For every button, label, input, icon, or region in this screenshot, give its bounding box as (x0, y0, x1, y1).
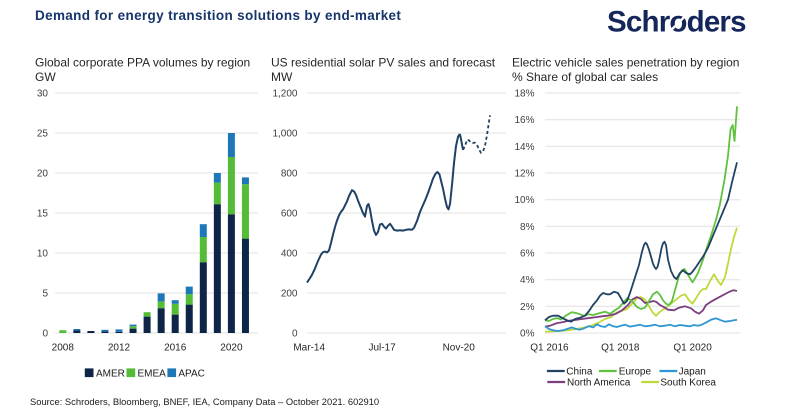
svg-text:Nov-20: Nov-20 (443, 343, 476, 354)
svg-text:Schroders: Schroders (607, 6, 746, 39)
svg-text:% Share of global car sales: % Share of global car sales (512, 70, 658, 84)
svg-text:Q1 2016: Q1 2016 (530, 343, 569, 354)
svg-text:4%: 4% (520, 275, 535, 286)
svg-text:6%: 6% (520, 249, 535, 260)
svg-text:APAC: APAC (178, 368, 205, 379)
svg-text:North America: North America (567, 377, 631, 388)
svg-text:GW: GW (35, 70, 56, 84)
svg-text:12%: 12% (514, 169, 534, 180)
svg-text:US residential solar PV sales: US residential solar PV sales and foreca… (271, 55, 496, 69)
svg-text:16%: 16% (514, 115, 534, 126)
svg-text:1,200: 1,200 (272, 89, 297, 100)
svg-text:AMER: AMER (96, 368, 125, 379)
svg-text:EMEA: EMEA (138, 368, 167, 379)
svg-text:Electric vehicle sales penetra: Electric vehicle sales penetration by re… (512, 55, 739, 69)
svg-text:2012: 2012 (108, 343, 131, 354)
svg-text:2016: 2016 (164, 343, 187, 354)
svg-text:South Korea: South Korea (660, 377, 716, 388)
svg-text:Source: Schroders, Bloomberg,: Source: Schroders, Bloomberg, BNEF, IEA,… (30, 396, 379, 407)
svg-text:20: 20 (37, 169, 49, 180)
svg-text:15: 15 (37, 209, 49, 220)
svg-text:MW: MW (271, 70, 293, 84)
svg-text:25: 25 (37, 129, 49, 140)
svg-text:0: 0 (42, 329, 48, 340)
svg-text:Jul-17: Jul-17 (368, 343, 396, 354)
svg-text:Global corporate PPA volumes b: Global corporate PPA volumes by region (35, 55, 250, 69)
svg-text:30: 30 (37, 89, 49, 100)
svg-text:2020: 2020 (220, 343, 243, 354)
svg-text:800: 800 (281, 169, 298, 180)
svg-text:14%: 14% (514, 142, 534, 153)
svg-text:0: 0 (292, 329, 298, 340)
svg-text:5: 5 (42, 289, 48, 300)
svg-text:China: China (566, 366, 593, 377)
svg-text:2%: 2% (520, 302, 535, 313)
svg-text:10: 10 (37, 249, 49, 260)
svg-text:2008: 2008 (52, 343, 75, 354)
svg-text:18%: 18% (514, 89, 534, 100)
svg-text:400: 400 (281, 249, 298, 260)
svg-text:Demand for energy transition s: Demand for energy transition solutions b… (35, 8, 401, 23)
svg-text:10%: 10% (514, 195, 534, 206)
svg-text:Q1 2018: Q1 2018 (601, 343, 640, 354)
svg-text:600: 600 (281, 209, 298, 220)
svg-text:Mar-14: Mar-14 (293, 343, 325, 354)
svg-text:200: 200 (281, 289, 298, 300)
svg-text:Japan: Japan (679, 366, 706, 377)
svg-text:Q1 2020: Q1 2020 (673, 343, 712, 354)
svg-text:1,000: 1,000 (272, 129, 297, 140)
svg-text:Europe: Europe (619, 366, 652, 377)
svg-text:0%: 0% (520, 329, 535, 340)
svg-text:8%: 8% (520, 222, 535, 233)
